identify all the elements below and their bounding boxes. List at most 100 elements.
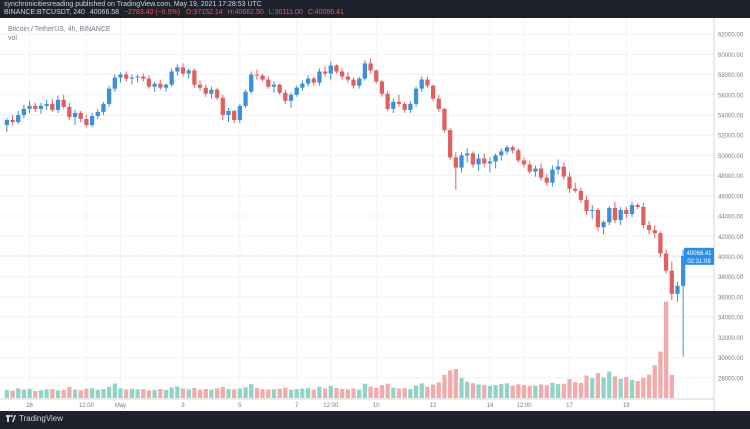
x-tick-label: 28: [26, 403, 33, 409]
candle-body: [214, 89, 220, 98]
y-tick-label: 62000.00: [718, 33, 744, 39]
y-tick-label: 52000.00: [718, 134, 744, 140]
symbol-ohlc-line: BINANCE:BTCUSDT, 240 40066.58 −2783.40 (…: [4, 9, 344, 16]
volume-bar: [567, 379, 572, 398]
candle-body: [561, 166, 566, 177]
last-price-badge: 40066.41 02:31:08: [684, 247, 714, 265]
volume-bar: [226, 389, 231, 398]
candle-body: [544, 177, 549, 183]
x-tick-label: 14: [487, 403, 494, 409]
candlestick-chart[interactable]: 28000.00 30000.00 32000.00 34000.00 36000.00…: [0, 18, 750, 411]
volume-bar: [192, 387, 197, 398]
volume-bar: [408, 389, 413, 398]
candle-body: [44, 103, 49, 106]
candle-body: [629, 204, 635, 215]
candle-body: [158, 83, 163, 88]
candle-body: [95, 111, 100, 116]
candle-body: [595, 209, 601, 228]
volume-bar: [112, 383, 117, 398]
volume-bar: [442, 374, 447, 398]
symbol-label: BINANCE:BTCUSDT, 240: [4, 9, 85, 16]
candle-body: [567, 176, 572, 189]
candle-body: [305, 78, 311, 84]
volume-legend: vol: [8, 35, 17, 42]
candle-body: [124, 74, 129, 79]
candle-body: [186, 70, 191, 74]
candle-body: [476, 158, 481, 165]
candle-body: [351, 79, 356, 86]
candle-body: [152, 83, 157, 87]
candle-body: [573, 188, 578, 191]
candle-body: [413, 88, 419, 104]
candle-body: [4, 120, 9, 126]
candle-body: [27, 105, 32, 109]
volume-bar: [527, 385, 532, 398]
candle-body: [101, 103, 106, 112]
volume-bar: [385, 383, 390, 398]
candle-body: [249, 74, 254, 92]
volume-bar: [328, 385, 333, 398]
volume-bar: [38, 390, 44, 398]
volume-bar: [61, 389, 66, 398]
volume-bar: [249, 384, 254, 398]
price-badge-bg: [684, 247, 714, 265]
volume-bar: [413, 385, 419, 398]
candle-body: [465, 153, 470, 156]
price-badge-value: 40066.41: [686, 251, 712, 257]
x-tick-label: 17: [566, 403, 573, 409]
y-tick-label: 48000.00: [718, 174, 744, 180]
x-tick-label: 3: [181, 403, 185, 409]
candle-body: [50, 103, 55, 110]
volume-bar: [624, 376, 629, 398]
price-axis[interactable]: 28000.00 30000.00 32000.00 34000.00 36000.00…: [713, 18, 744, 411]
volume-bar: [430, 384, 436, 398]
change-value: −2783.40 (−6.5%): [124, 9, 181, 16]
volume-bars: [4, 301, 674, 398]
candle-body: [612, 207, 618, 221]
candle-body: [578, 190, 583, 200]
x-tick-label: 5: [238, 403, 242, 409]
footer-bar: TradingView: [0, 411, 750, 429]
candle-body: [345, 76, 350, 80]
candle-body: [669, 270, 674, 294]
volume-bar: [84, 388, 89, 398]
volume-bar: [118, 388, 123, 398]
candle-body: [300, 83, 305, 88]
volume-bar: [652, 365, 657, 398]
volume-bar: [379, 385, 385, 398]
y-tick-label: 32000.00: [718, 336, 744, 342]
volume-bar: [254, 388, 260, 398]
volume-bar: [78, 390, 83, 398]
volume-bar: [95, 389, 100, 398]
candle-body: [453, 157, 458, 168]
x-tick-label: 10: [373, 403, 380, 409]
chart-area[interactable]: 28000.00 30000.00 32000.00 34000.00 36000.00…: [0, 18, 750, 411]
volume-bar: [169, 387, 174, 398]
grid: [0, 18, 714, 398]
publisher-line: synchronicitiesreading published on Trad…: [4, 1, 262, 8]
volume-bar: [203, 388, 208, 398]
candle-body: [78, 112, 83, 120]
candle-body: [590, 209, 595, 211]
candle-body: [459, 155, 464, 168]
x-tick-label: May: [115, 403, 126, 409]
y-tick-label: 44000.00: [718, 215, 744, 221]
candle-body: [516, 150, 521, 161]
time-axis[interactable]: 28 12:00 May 3 5 7 12:00 10 12 14 12:00 17 19: [0, 398, 714, 409]
candle-body: [254, 74, 260, 76]
candle-body: [67, 106, 72, 117]
volume-bar: [237, 388, 242, 398]
tradingview-brand[interactable]: TradingView: [6, 414, 63, 423]
candle-body: [89, 115, 95, 126]
candle-body: [294, 87, 299, 95]
candles: [4, 58, 686, 357]
candle-body: [550, 169, 555, 183]
candle-body: [391, 101, 396, 109]
candle-body: [340, 71, 345, 77]
candle-body: [118, 74, 123, 78]
candle-body: [129, 77, 135, 79]
volume-bar: [197, 389, 203, 398]
candle-body: [192, 70, 197, 85]
volume-bar: [10, 390, 15, 398]
